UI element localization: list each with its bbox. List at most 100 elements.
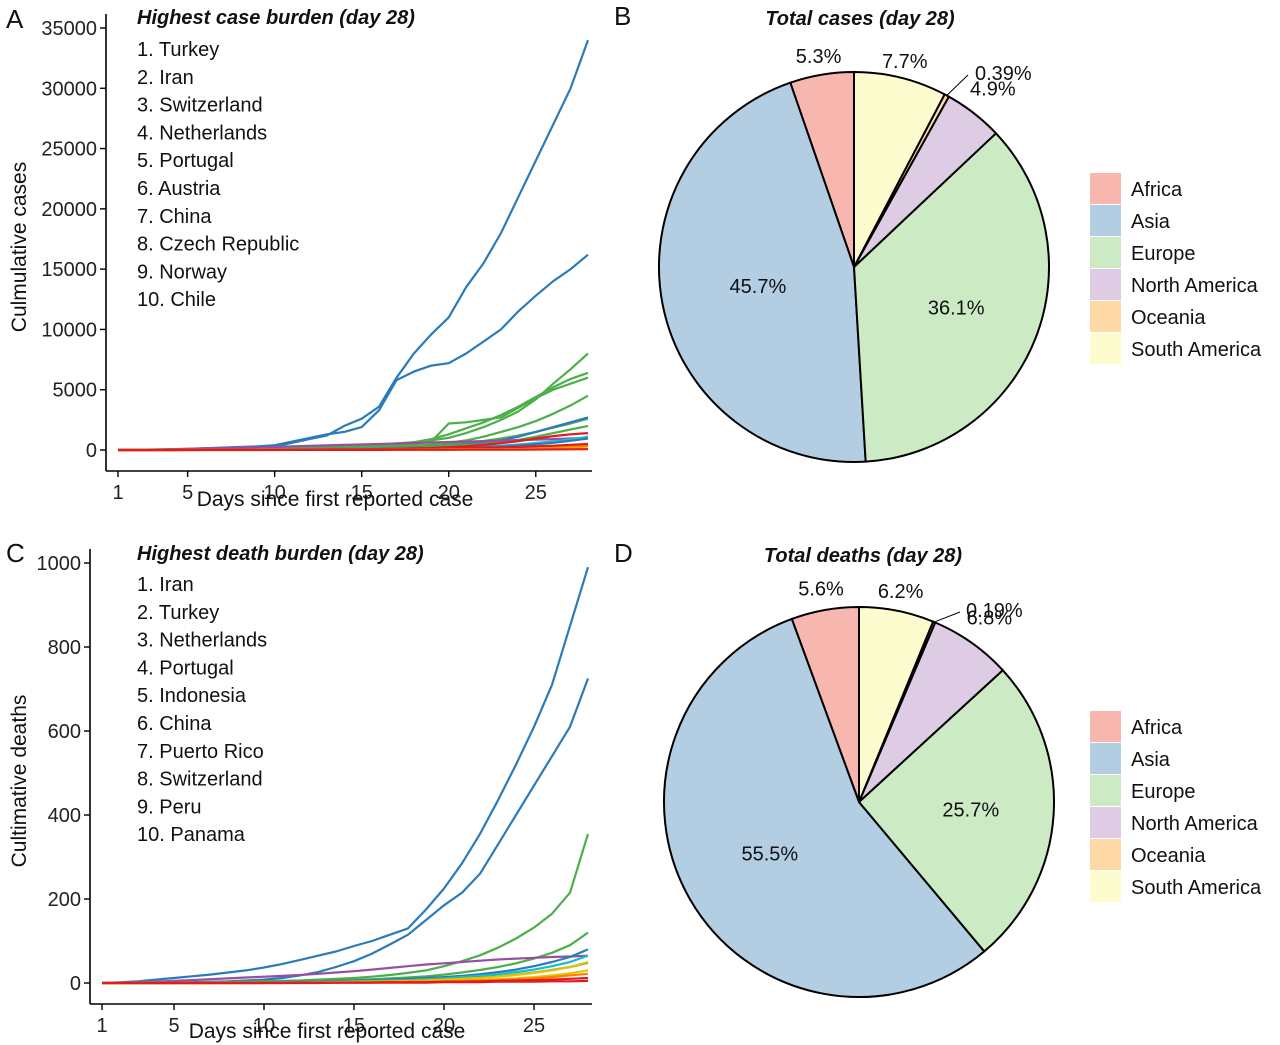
ranking-item: 6. Austria <box>137 178 221 200</box>
pie-slice <box>657 81 867 464</box>
series-group <box>117 39 590 452</box>
legend-label: Asia <box>1131 211 1171 233</box>
ranking-item: 10. Panama <box>137 824 246 846</box>
y-tick-label: 200 <box>48 889 81 911</box>
x-tick-label: 25 <box>525 482 547 504</box>
x-tick-label: 1 <box>112 482 123 504</box>
y-tick-label: 35000 <box>41 18 97 40</box>
legend-swatch <box>1090 807 1121 838</box>
y-tick-label: 400 <box>48 805 81 827</box>
pie-label: 25.7% <box>942 799 999 821</box>
y-tick-label: 20000 <box>41 199 97 221</box>
series-line <box>102 833 590 985</box>
legend-label: Asia <box>1131 749 1171 771</box>
legend-label: Africa <box>1131 717 1183 739</box>
y-tick-label: 0 <box>86 440 97 462</box>
pie-slice <box>663 617 986 998</box>
pie-title: Total cases (day 28) <box>765 8 955 30</box>
pie-label: 7.7% <box>882 51 928 73</box>
pie-panel-b: B Total cases (day 28) 5.3% 45.7% 36.1% 4.9%0… <box>614 1 1262 464</box>
series-line <box>102 979 589 985</box>
ranking-item: 5. Portugal <box>137 150 234 172</box>
series-line <box>101 954 589 985</box>
x-tick-label: 10 <box>253 1015 275 1037</box>
legend-swatch <box>1090 871 1121 902</box>
legend-label: Europe <box>1131 781 1196 803</box>
x-tick-label: 1 <box>96 1015 107 1037</box>
x-tick-label: 15 <box>343 1015 365 1037</box>
y-tick-label: 800 <box>48 637 81 659</box>
series-line <box>117 253 589 452</box>
legend-label: Africa <box>1131 179 1183 201</box>
y-axis-title: Culmulative cases <box>8 162 31 332</box>
series-line <box>117 436 589 452</box>
ranking-item: 1. Iran <box>137 574 194 596</box>
ranking-item: 7. China <box>137 206 212 228</box>
legend-swatch <box>1090 711 1121 742</box>
ranking-item: 3. Netherlands <box>137 630 267 652</box>
legend-swatch <box>1090 173 1121 204</box>
panel-letter: B <box>614 1 631 31</box>
ranking-item: 1. Turkey <box>137 39 219 61</box>
legend: Africa Asia Europe North America Oceania Sout… <box>1090 711 1262 902</box>
ranking-item: 8. Switzerland <box>137 769 263 791</box>
legend-swatch <box>1090 743 1121 774</box>
panel-letter: D <box>614 538 633 568</box>
legend-swatch <box>1090 237 1121 268</box>
legend-label: Europe <box>1131 243 1196 265</box>
ranking-item: 2. Turkey <box>137 602 219 624</box>
x-tick-label: 25 <box>523 1015 545 1037</box>
ranking-title: Highest case burden (day 28) <box>137 7 415 29</box>
series-line <box>101 566 590 985</box>
pie-label: 0.39% <box>975 63 1032 85</box>
x-tick-label: 5 <box>182 482 193 504</box>
legend-swatch <box>1090 839 1121 870</box>
y-tick-label: 5000 <box>53 380 98 402</box>
x-tick-label: 15 <box>351 482 373 504</box>
y-tick-label: 10000 <box>41 319 97 341</box>
ranking-item: 4. Portugal <box>137 657 234 679</box>
panel-letter: A <box>6 4 24 34</box>
pie-slice <box>858 606 935 803</box>
x-tick-label: 10 <box>264 482 286 504</box>
pie-label: 5.3% <box>796 46 842 68</box>
y-tick-label: 30000 <box>41 78 97 100</box>
series-group <box>101 566 590 985</box>
pie-slice <box>853 132 1050 463</box>
y-tick-label: 1000 <box>37 553 82 575</box>
x-tick-label: 5 <box>168 1015 179 1037</box>
ranking-title: Highest death burden (day 28) <box>137 543 424 565</box>
pie-label: 6.2% <box>878 581 924 603</box>
y-tick-label: 25000 <box>41 139 97 161</box>
y-tick-label: 15000 <box>41 259 97 281</box>
legend-label: Oceania <box>1131 845 1206 867</box>
y-tick-label: 0 <box>70 973 81 995</box>
y-axis-title: Cultimative deaths <box>8 695 31 868</box>
x-tick-label: 20 <box>433 1015 455 1037</box>
ranking-item: 3. Switzerland <box>137 95 263 117</box>
pie-label: 36.1% <box>928 298 985 320</box>
panel-letter: C <box>6 538 25 568</box>
x-tick-label: 20 <box>438 482 460 504</box>
series-line <box>118 448 589 452</box>
legend-swatch <box>1090 333 1121 364</box>
pie-slice <box>858 669 1055 953</box>
y-tick-label: 600 <box>48 721 81 743</box>
ranking-item: 9. Norway <box>137 261 227 283</box>
pie-leader-line <box>946 74 969 96</box>
pie-slice <box>853 71 946 268</box>
ranking-item: 8. Czech Republic <box>137 234 299 256</box>
pie-label: 4.9% <box>970 79 1016 101</box>
x-axis-title: Days since first reported case <box>189 1020 466 1043</box>
legend-label: Oceania <box>1131 307 1206 329</box>
ranking-item: 7. Puerto Rico <box>137 741 264 763</box>
pie-label: 6.8% <box>967 607 1013 629</box>
legend-label: North America <box>1131 275 1259 297</box>
pie-title: Total deaths (day 28) <box>764 545 963 567</box>
ranking-item: 2. Iran <box>137 67 194 89</box>
ranking-item: 5. Indonesia <box>137 685 247 707</box>
legend: Africa Asia Europe North America Oceania Sout… <box>1090 173 1262 364</box>
ranking-item: 6. China <box>137 713 212 735</box>
